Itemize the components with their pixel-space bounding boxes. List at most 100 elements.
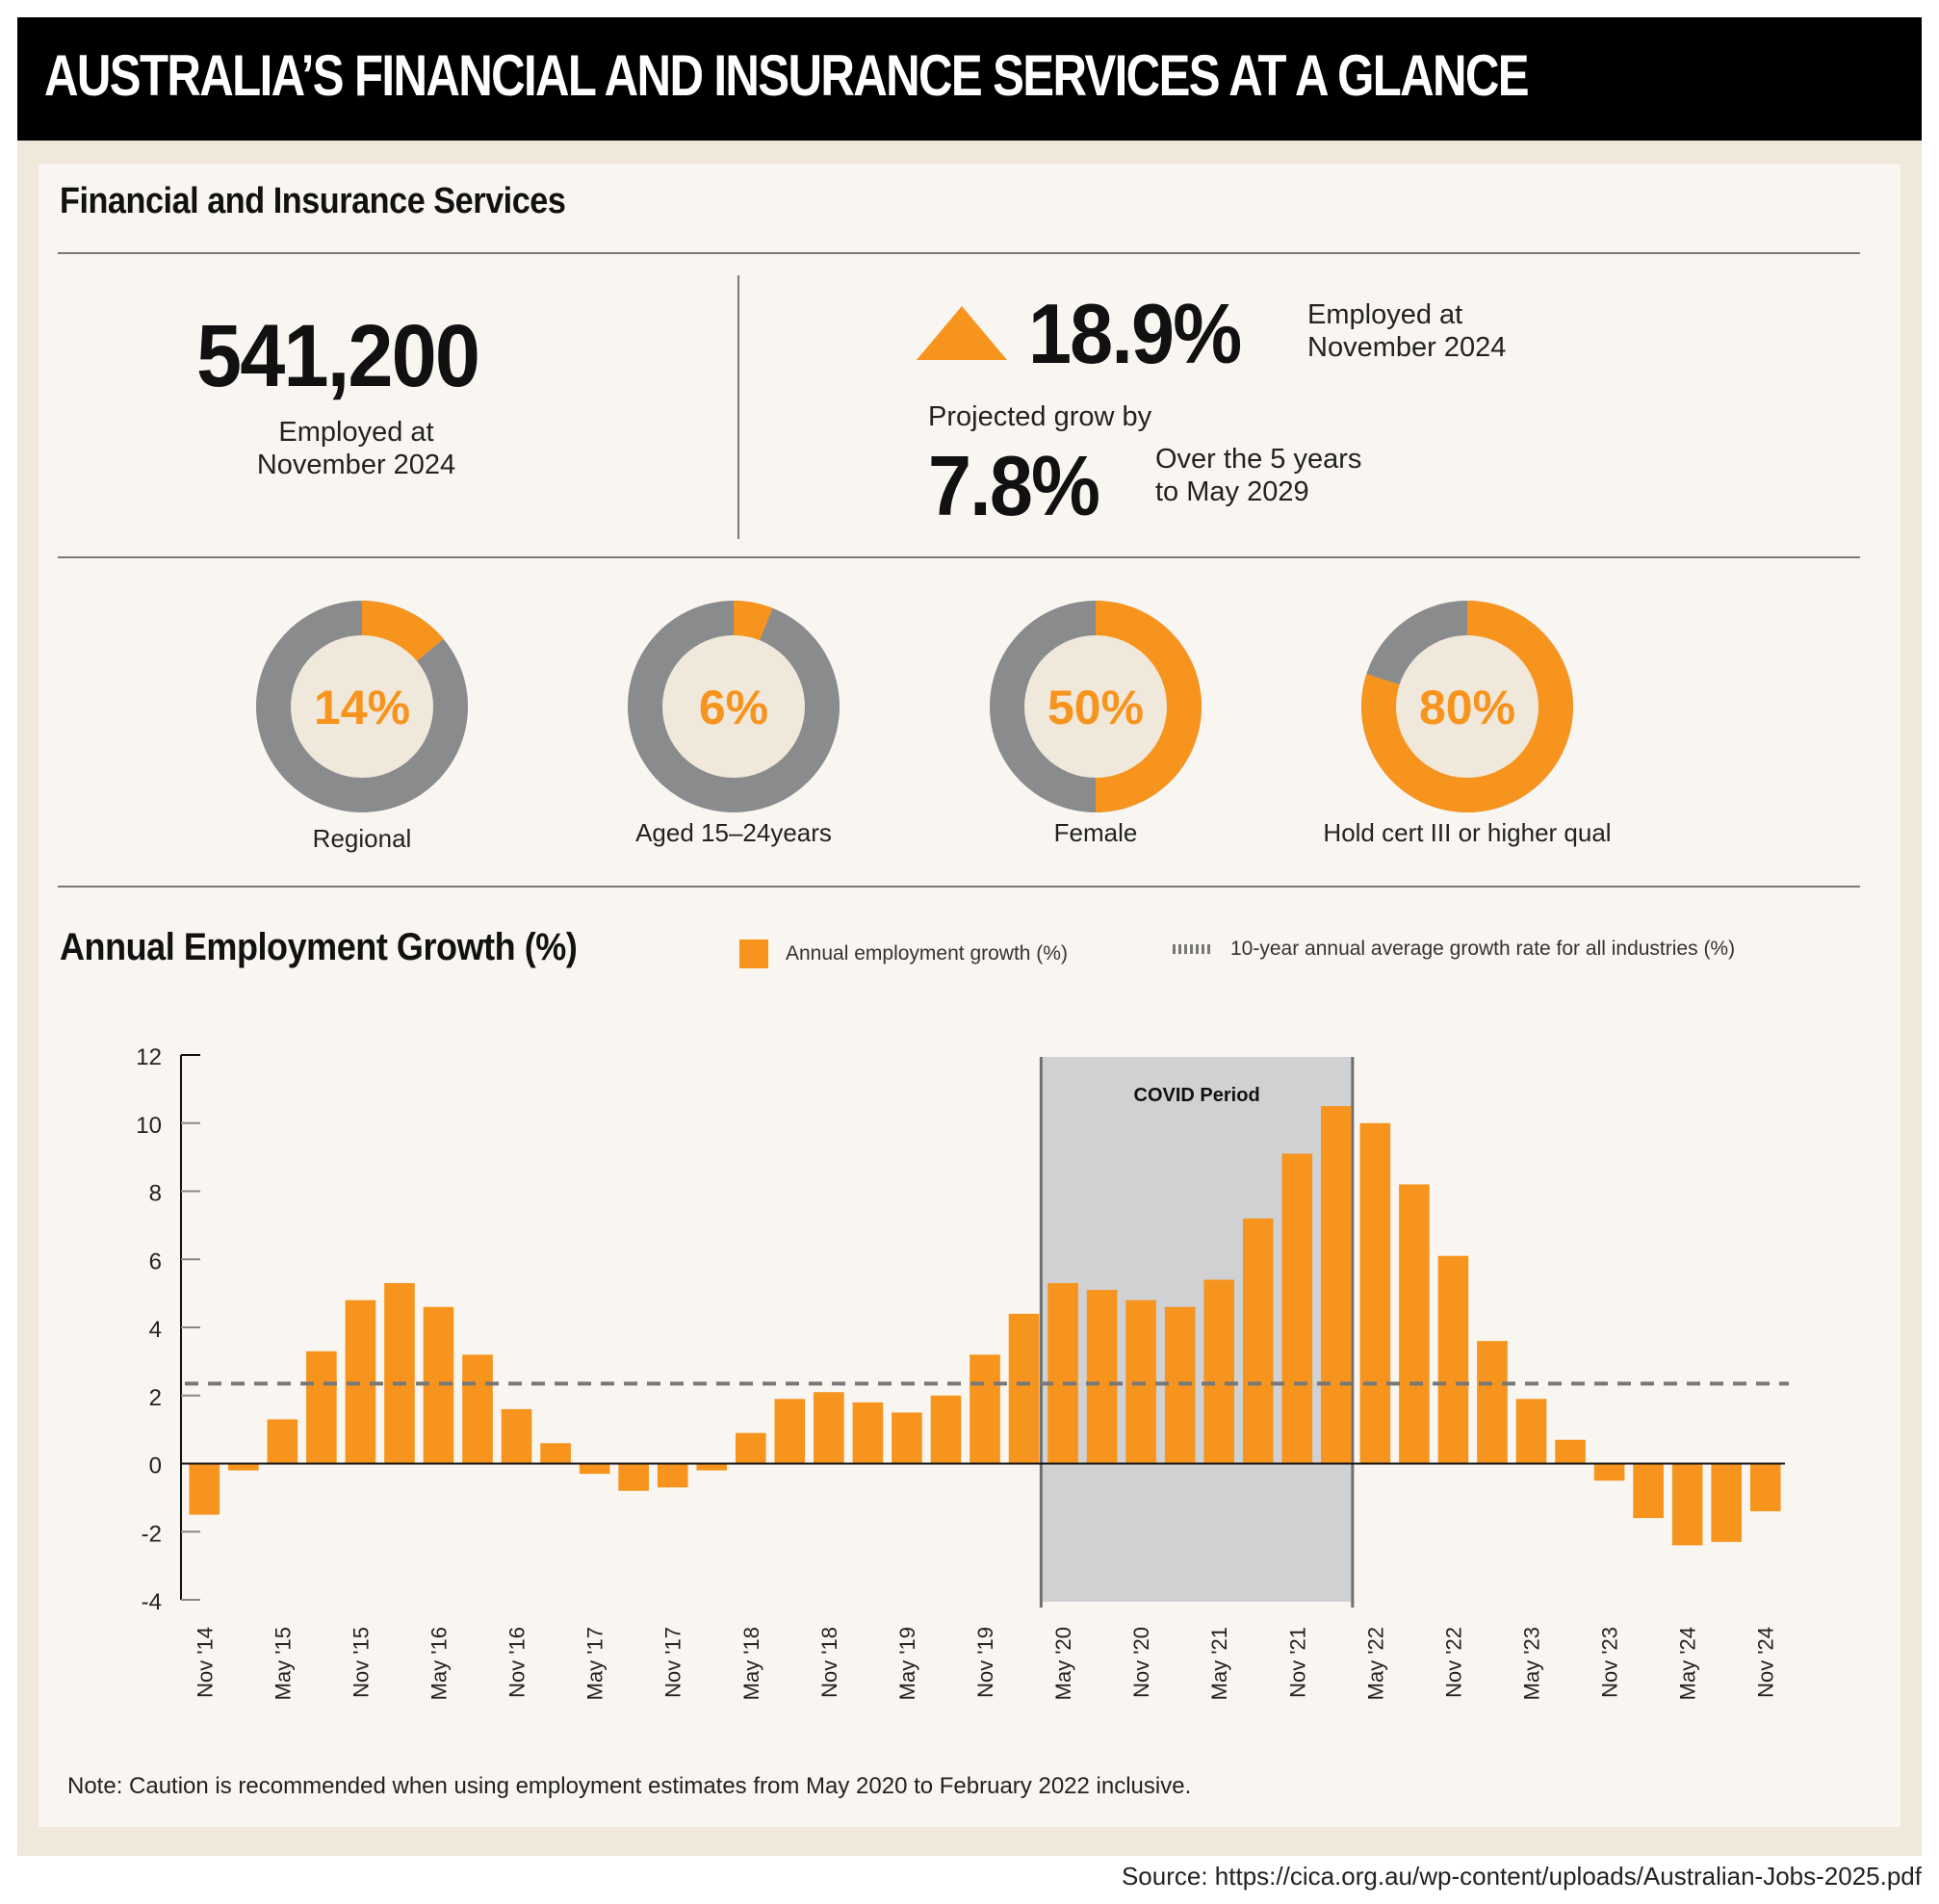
- x-tick-label: May '19: [895, 1627, 919, 1700]
- bar: [462, 1354, 493, 1464]
- divider: [58, 886, 1860, 888]
- projected-label-line2: to May 2029: [1155, 476, 1309, 507]
- x-tick-label: May '20: [1051, 1627, 1075, 1700]
- donut-hole: [1024, 635, 1167, 778]
- legend-bars-label: Annual employment growth (%): [786, 942, 1068, 965]
- bar: [1047, 1283, 1078, 1464]
- x-tick-label: Nov '16: [505, 1627, 530, 1698]
- donut-hole: [1396, 635, 1538, 778]
- bar: [384, 1283, 415, 1464]
- bar: [1008, 1313, 1040, 1464]
- bar: [1437, 1255, 1469, 1464]
- y-tick-label: 0: [149, 1454, 162, 1479]
- x-tick-label: Nov '19: [973, 1627, 997, 1698]
- projected-value: 7.8%: [928, 438, 1100, 533]
- title-bar: AUSTRALIA’S FINANCIAL AND INSURANCE SERV…: [17, 17, 1922, 141]
- legend-reference-label: 10-year annual average growth rate for a…: [1230, 938, 1736, 960]
- donut-label: Female: [1053, 818, 1138, 847]
- y-tick-label: -4: [142, 1589, 162, 1615]
- bar: [696, 1463, 728, 1471]
- x-tick-label: May '16: [427, 1627, 451, 1700]
- y-tick-label: 4: [149, 1317, 162, 1343]
- legend-bars: Annual employment growth (%): [739, 939, 1068, 968]
- bar: [306, 1351, 337, 1464]
- donut-value: 6%: [699, 681, 768, 734]
- vertical-divider: [737, 275, 739, 539]
- y-tick-label: 12: [136, 1044, 162, 1070]
- projected-intro: Projected grow by: [928, 401, 1152, 432]
- x-tick-label: Nov '20: [1129, 1627, 1153, 1698]
- x-tick-label: May '17: [583, 1627, 608, 1700]
- x-tick-label: Nov '15: [349, 1627, 373, 1698]
- x-tick-label: Nov '24: [1754, 1627, 1778, 1698]
- bar: [618, 1463, 649, 1491]
- donut-label: Regional: [312, 824, 412, 853]
- divider: [58, 556, 1860, 558]
- bar: [657, 1463, 688, 1488]
- y-tick-label: 2: [149, 1385, 162, 1411]
- projected-label-line1: Over the 5 years: [1155, 444, 1362, 475]
- bar: [1711, 1463, 1743, 1542]
- bar: [1671, 1463, 1703, 1546]
- section-title: Financial and Insurance Services: [60, 181, 566, 221]
- projected-label: Over the 5 years to May 2029: [1155, 443, 1361, 508]
- donut-hole: [662, 635, 805, 778]
- footnote: Note: Caution is recommended when using …: [67, 1773, 1192, 1799]
- bar: [774, 1399, 806, 1464]
- x-tick-label: May '21: [1207, 1627, 1231, 1700]
- bar: [1515, 1399, 1547, 1464]
- bar: [735, 1432, 766, 1464]
- x-tick-label: May '23: [1520, 1627, 1544, 1700]
- bar: [1749, 1463, 1781, 1512]
- bar: [579, 1463, 610, 1475]
- bar: [540, 1443, 571, 1464]
- bar: [267, 1419, 298, 1464]
- bar: [1086, 1290, 1118, 1464]
- x-tick-label: Nov '18: [817, 1627, 841, 1698]
- x-tick-label: Nov '14: [193, 1627, 217, 1698]
- bar: [1477, 1341, 1508, 1464]
- bar: [970, 1354, 1000, 1464]
- bar: [1359, 1122, 1391, 1464]
- chart-title: Annual Employment Growth (%): [60, 926, 578, 968]
- employed-label: Employed at November 2024: [212, 416, 501, 481]
- x-tick-label: May '24: [1676, 1627, 1700, 1700]
- bar: [1399, 1184, 1430, 1464]
- bar: [501, 1408, 532, 1464]
- x-tick-label: Nov '23: [1598, 1627, 1622, 1698]
- bar: [1321, 1106, 1352, 1464]
- y-tick-label: 10: [136, 1113, 162, 1139]
- bar: [930, 1395, 962, 1464]
- bar: [1633, 1463, 1664, 1519]
- bar: [814, 1392, 844, 1464]
- employed-label-line1: Employed at: [278, 417, 434, 448]
- bar: [189, 1463, 220, 1515]
- employed-value: 541,200: [196, 307, 480, 405]
- growth-value: 18.9%: [1028, 286, 1242, 381]
- donut-value: 80%: [1419, 681, 1515, 734]
- bar: [1281, 1153, 1313, 1464]
- bar: [892, 1412, 922, 1464]
- legend-reference-line: 10-year annual average growth rate for a…: [1173, 938, 1735, 961]
- x-tick-label: May '18: [739, 1627, 763, 1700]
- bar: [1593, 1463, 1625, 1481]
- y-tick-label: 6: [149, 1248, 162, 1274]
- x-tick-label: May '22: [1363, 1627, 1387, 1700]
- growth-label-line1: Employed at: [1307, 299, 1463, 330]
- covid-label: COVID Period: [1134, 1085, 1260, 1106]
- y-tick-label: -2: [142, 1521, 162, 1547]
- bar: [1555, 1439, 1586, 1464]
- x-tick-label: Nov '21: [1285, 1627, 1309, 1698]
- employed-label-line2: November 2024: [256, 450, 456, 480]
- content-panel: [39, 164, 1900, 1827]
- bar: [1242, 1218, 1274, 1464]
- bar: [1203, 1279, 1235, 1464]
- divider: [58, 252, 1860, 254]
- donut-hole: [291, 635, 433, 778]
- bar: [227, 1463, 259, 1471]
